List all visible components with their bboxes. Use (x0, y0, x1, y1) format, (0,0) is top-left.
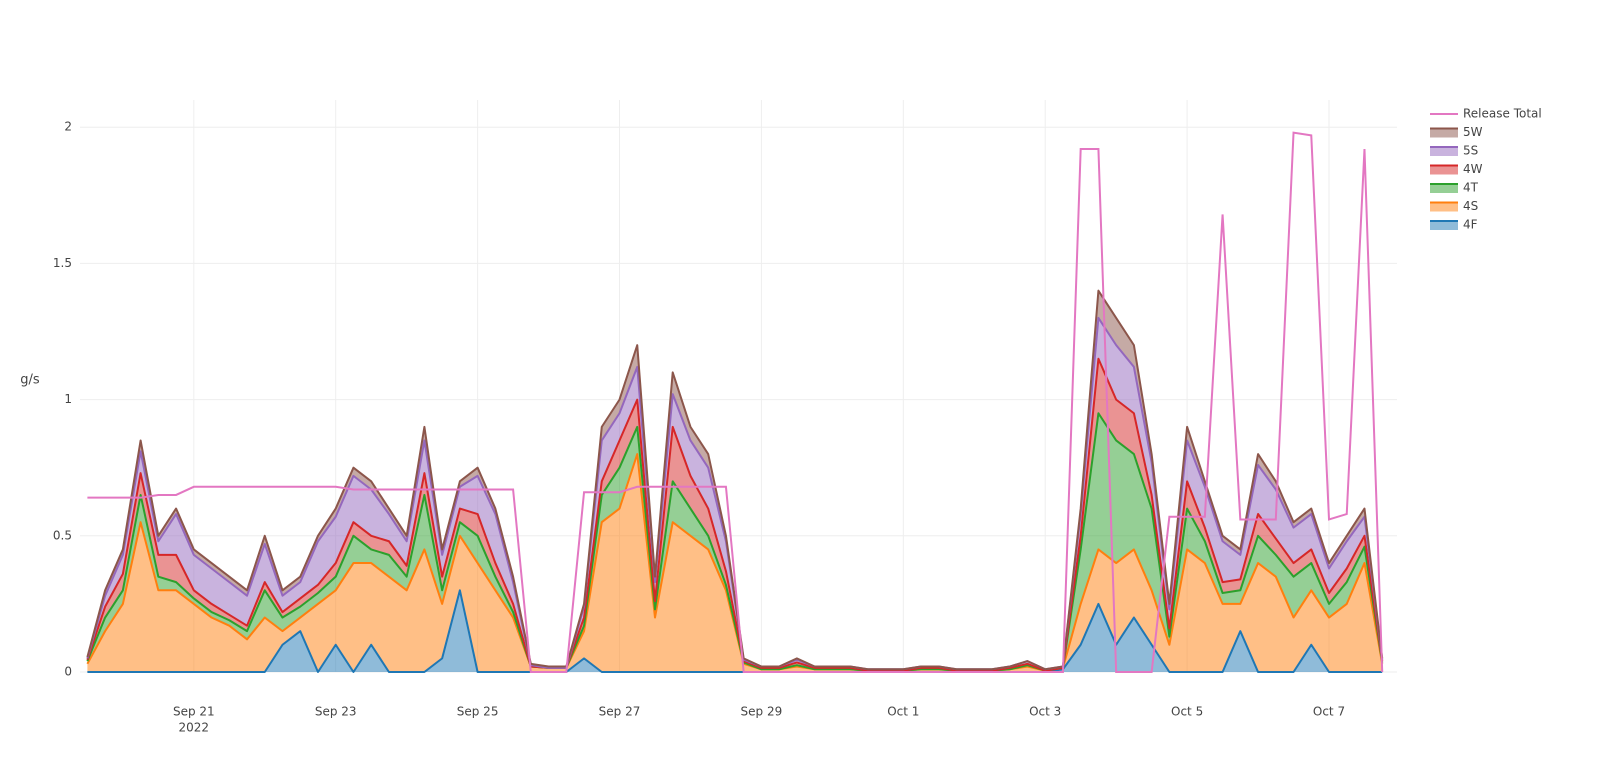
grid (80, 100, 1397, 673)
area-line (86, 289, 1384, 671)
x-year-label: 2022 (179, 721, 210, 735)
legend-label: Release Total (1463, 107, 1542, 121)
x-tick-label: Oct 5 (1171, 705, 1203, 719)
legend-swatch (1430, 128, 1458, 138)
area-line (87, 589, 1383, 673)
legend-swatch (1430, 221, 1458, 230)
y-tick-label: 2 (64, 120, 72, 134)
axes: 0 0.5 1 1.5 2 Sep 21 2022 Sep 23 Sep 25 Sep 27 Sep… (53, 120, 1345, 735)
area (87, 413, 1383, 671)
x-tick-label: Sep 27 (599, 705, 641, 719)
line (87, 131, 1384, 673)
legend-item: 4W (1430, 162, 1483, 176)
legend-swatch (1430, 165, 1458, 175)
area (87, 454, 1383, 672)
legend-swatch (1430, 147, 1458, 156)
legend-label: 4W (1463, 162, 1483, 176)
x-tick-label: Sep 29 (741, 705, 783, 719)
y-tick-label: 0 (64, 665, 72, 679)
legend-label: 4F (1463, 218, 1478, 232)
plot-area (86, 131, 1384, 673)
x-tick-label: Sep 23 (315, 705, 357, 719)
area (87, 590, 1383, 672)
y-axis-title: g/s (20, 373, 40, 388)
x-tick-label: Sep 21 (173, 705, 215, 719)
legend-swatch (1430, 202, 1458, 212)
area-line (86, 357, 1384, 672)
legend-label: 4T (1463, 181, 1479, 195)
y-tick-label: 1.5 (53, 256, 72, 270)
legend-label: 5W (1463, 125, 1483, 139)
x-tick-label: Oct 1 (887, 705, 919, 719)
legend-item: 4F (1430, 218, 1478, 232)
legend-item: Release Total (1430, 107, 1542, 121)
legend: Release Total 5W 5S 4W 4T 4S 4F (1430, 107, 1542, 232)
area-line (86, 412, 1384, 672)
legend-swatch (1430, 184, 1458, 193)
y-tick-label: 1 (64, 392, 72, 406)
legend-item: 4S (1430, 199, 1478, 213)
x-tick-label: Oct 3 (1029, 705, 1061, 719)
legend-label: 4S (1463, 199, 1478, 213)
legend-item: 5W (1430, 125, 1483, 139)
legend-item: 4T (1430, 181, 1479, 195)
x-tick-label: Sep 25 (457, 705, 499, 719)
legend-item: 5S (1430, 144, 1478, 158)
y-tick-label: 0.5 (53, 528, 72, 542)
legend-label: 5S (1463, 144, 1478, 158)
x-tick-label: Oct 7 (1313, 705, 1345, 719)
